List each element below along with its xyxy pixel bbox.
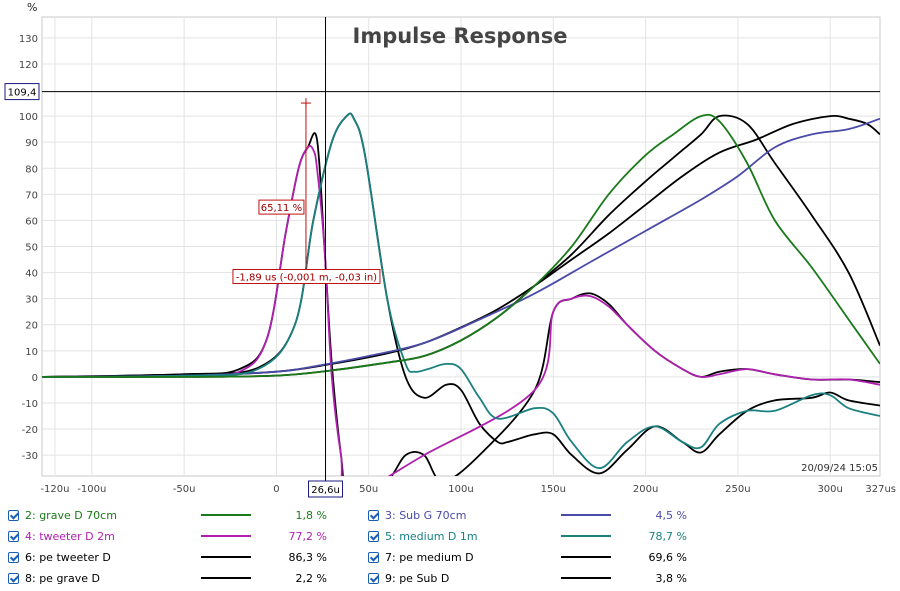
series-visibility-checkbox[interactable] xyxy=(8,530,19,542)
legend-swatch xyxy=(561,556,611,558)
legend-label: 3: Sub G 70cm xyxy=(385,508,467,522)
legend-label: 7: pe medium D xyxy=(385,550,474,564)
legend-label: 8: pe grave D xyxy=(25,571,100,585)
legend-percentage: 4,5 % xyxy=(655,508,687,522)
series-visibility-checkbox[interactable] xyxy=(8,509,19,521)
y-unit-label: % xyxy=(27,1,37,14)
legend-percentage: 86,3 % xyxy=(288,550,327,564)
legend-item[interactable]: 8: pe grave D 2,2 % xyxy=(8,568,327,588)
series-visibility-checkbox[interactable] xyxy=(368,509,379,521)
marker-value-label: 65,11 % xyxy=(261,203,302,214)
legend-percentage: 78,7 % xyxy=(648,529,687,543)
series-line-2 xyxy=(42,113,880,378)
cursor-y-readout-box xyxy=(4,83,40,101)
y-tick-label: 0 xyxy=(32,373,38,384)
cursor-x-readout: 26,6u xyxy=(311,485,340,496)
marker-value-box xyxy=(258,199,305,215)
legend-label: 4: tweeter D 2m xyxy=(25,529,115,543)
x-tick-label: 250u xyxy=(725,484,750,495)
y-tick-label: 50 xyxy=(25,243,38,254)
timestamp: 20/09/24 15:05 xyxy=(801,463,878,474)
legend-item[interactable]: 2: grave D 70cm 1,8 % xyxy=(8,505,327,525)
legend-swatch xyxy=(201,556,251,558)
legend-item[interactable]: 4: tweeter D 2m 77,2 % xyxy=(8,526,327,546)
legend-percentage: 1,8 % xyxy=(295,508,327,522)
legend-percentage: 2,2 % xyxy=(295,571,327,585)
legend-percentage: 69,6 % xyxy=(648,550,687,564)
series-visibility-checkbox[interactable] xyxy=(368,530,379,542)
y-tick-label: -30 xyxy=(22,451,38,462)
legend-label: 5: medium D 1m xyxy=(385,529,478,543)
legend: 2: grave D 70cm 1,8 % 3: Sub G 70cm 4,5 % 4:… xyxy=(0,505,900,591)
y-tick-label: 60 xyxy=(25,216,38,227)
series-visibility-checkbox[interactable] xyxy=(368,572,379,584)
y-tick-label: 20 xyxy=(25,321,38,332)
chart-title: Impulse Response xyxy=(353,24,568,48)
y-tick-label: -10 xyxy=(22,399,38,410)
x-tick-label: 50u xyxy=(359,484,378,495)
marker-delta-label: -1,89 us (-0,001 m, -0,03 in) xyxy=(236,272,377,283)
legend-item[interactable]: 7: pe medium D 69,6 % xyxy=(368,547,687,567)
cursor-overlay: 109,4 26,6u 65,11 % -1,89 us (-0,001 m, -0,… xyxy=(4,17,880,498)
x-tick-label: -100u xyxy=(77,484,106,495)
x-tick-label: 150u xyxy=(541,484,566,495)
x-tick-label: 327us xyxy=(865,484,896,495)
series-visibility-checkbox[interactable] xyxy=(368,551,379,563)
series-line-5 xyxy=(42,112,880,470)
legend-swatch xyxy=(561,535,611,537)
x-axis: -120u -100u -50u 0 50u 100u 150u 200u 250u 300u 32… xyxy=(40,484,896,495)
x-tick-label: 0 xyxy=(273,484,279,495)
x-tick-label: -120u xyxy=(40,484,69,495)
legend-item[interactable]: 6: pe tweeter D 86,3 % xyxy=(8,547,327,567)
x-tick-label: 100u xyxy=(448,484,473,495)
grid xyxy=(42,17,880,476)
marker-delta-box xyxy=(232,268,381,284)
x-tick-label: -50u xyxy=(173,484,196,495)
legend-swatch xyxy=(201,535,251,537)
y-tick-label: 120 xyxy=(19,60,38,71)
legend-item[interactable]: 9: pe Sub D 3,8 % xyxy=(368,568,687,588)
y-tick-label: 70 xyxy=(25,190,38,201)
legend-percentage: 77,2 % xyxy=(288,529,327,543)
legend-label: 2: grave D 70cm xyxy=(25,508,117,522)
y-tick-label: -20 xyxy=(22,425,38,436)
y-tick-label: 40 xyxy=(25,269,38,280)
legend-swatch xyxy=(201,577,251,579)
legend-item[interactable]: 5: medium D 1m 78,7 % xyxy=(368,526,687,546)
legend-label: 6: pe tweeter D xyxy=(25,550,111,564)
y-tick-label: 90 xyxy=(25,138,38,149)
y-tick-label: 130 xyxy=(19,34,38,45)
x-tick-label: 300u xyxy=(817,484,842,495)
y-tick-label: 80 xyxy=(25,164,38,175)
legend-percentage: 3,8 % xyxy=(655,571,687,585)
legend-swatch xyxy=(561,514,611,516)
y-tick-label: 30 xyxy=(25,295,38,306)
legend-label: 9: pe Sub D xyxy=(385,571,450,585)
y-tick-label: 10 xyxy=(25,347,38,358)
series-visibility-checkbox[interactable] xyxy=(8,551,19,563)
cursor-y-readout: 109,4 xyxy=(8,88,37,99)
cursor-x-readout-box xyxy=(308,480,344,498)
series-visibility-checkbox[interactable] xyxy=(8,572,19,584)
legend-swatch xyxy=(201,514,251,516)
x-tick-label: 200u xyxy=(633,484,658,495)
legend-swatch xyxy=(561,577,611,579)
legend-item[interactable]: 3: Sub G 70cm 4,5 % xyxy=(368,505,687,525)
series-line-3 xyxy=(42,117,880,378)
y-tick-label: 100 xyxy=(19,112,38,123)
